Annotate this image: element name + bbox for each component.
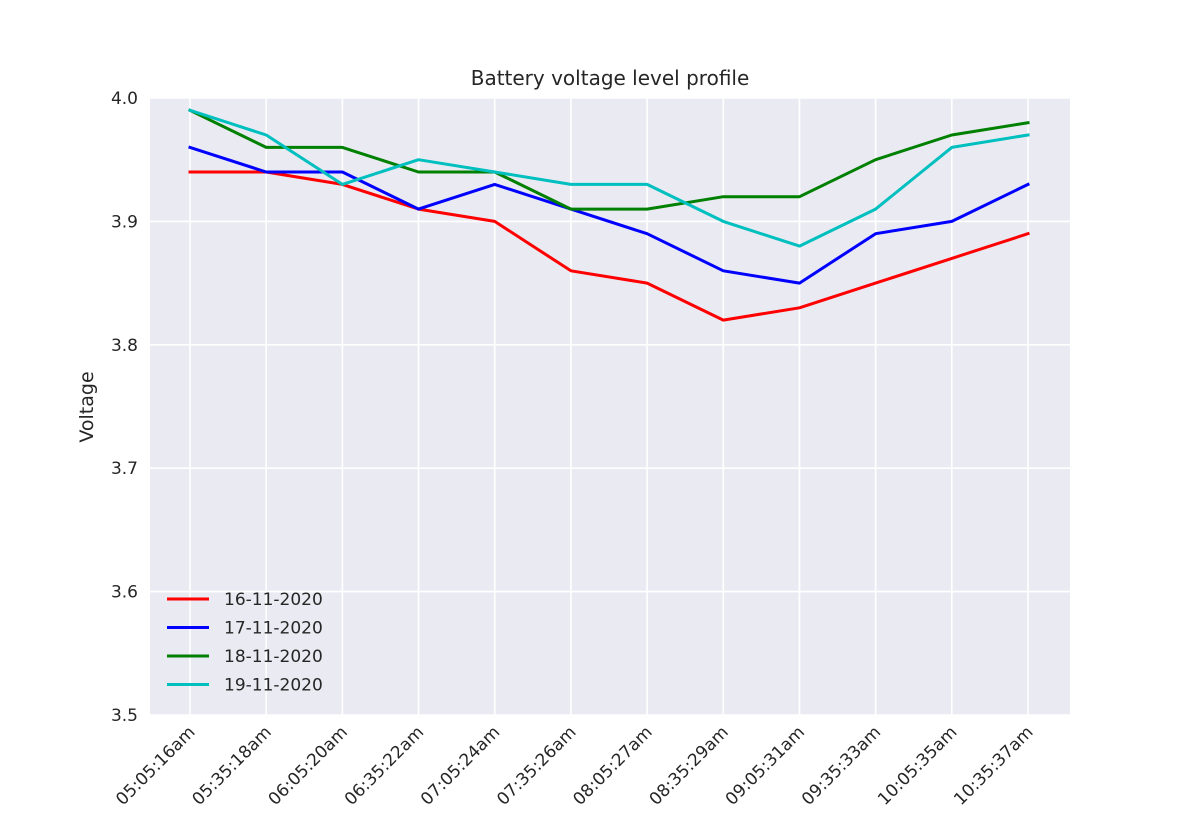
x-tick-label: 06:35:22am <box>341 722 428 809</box>
series-line-17-11-2020 <box>188 145 1031 285</box>
x-tick-label: 07:35:26am <box>493 722 580 809</box>
x-tick-label: 09:05:31am <box>722 722 809 809</box>
x-tick-label: 10:05:35am <box>874 722 961 809</box>
x-tick-label: 05:35:18am <box>189 722 276 809</box>
legend-label: 16-11-2020 <box>224 590 323 610</box>
x-tick-label: 10:35:37am <box>950 722 1037 809</box>
plot-area <box>150 98 1070 715</box>
y-axis-label: Voltage <box>76 371 98 442</box>
legend-label: 19-11-2020 <box>224 676 323 696</box>
grid-lines <box>150 97 1070 716</box>
series-line-16-11-2020 <box>188 170 1030 322</box>
legend: 16-11-2020 17-11-2020 18-11-2020 19-11-2020 <box>167 590 323 696</box>
x-tick-label: 08:35:29am <box>646 722 733 809</box>
series-line-19-11-2020 <box>188 108 1030 248</box>
y-tick-label: 3.5 <box>111 706 138 726</box>
chart-title: Battery voltage level profile <box>471 66 750 90</box>
series-lines <box>187 108 1031 322</box>
y-axis: 3.5 3.6 3.7 3.8 3.9 4.0 <box>111 89 138 726</box>
x-tick-label: 06:05:20am <box>265 722 352 809</box>
x-tick-label: 07:05:24am <box>417 722 504 809</box>
series-line-18-11-2020 <box>187 108 1030 211</box>
y-tick-label: 4.0 <box>111 89 138 109</box>
x-tick-label: 08:05:27am <box>569 722 656 809</box>
y-tick-label: 3.7 <box>111 459 138 479</box>
y-tick-label: 3.8 <box>111 336 138 356</box>
x-tick-label: 09:35:33am <box>798 722 885 809</box>
legend-label: 17-11-2020 <box>224 619 323 639</box>
y-tick-label: 3.9 <box>111 212 138 232</box>
y-tick-label: 3.6 <box>111 583 138 603</box>
x-axis: 05:05:16am05:35:18am06:05:20am06:35:22am… <box>112 722 1037 809</box>
legend-label: 18-11-2020 <box>224 647 323 667</box>
x-tick-label: 05:05:16am <box>112 722 199 809</box>
